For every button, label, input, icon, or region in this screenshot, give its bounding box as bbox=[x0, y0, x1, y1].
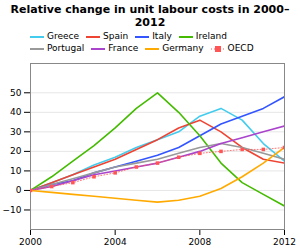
html-text:Greece: Greece bbox=[47, 31, 79, 42]
html-text:Italy: Italy bbox=[152, 31, 172, 42]
html-text:Spain: Spain bbox=[103, 31, 129, 42]
html-text:Relative change in unit labour: Relative change in unit labour costs in … bbox=[10, 3, 290, 30]
html-text:France: France bbox=[108, 43, 139, 54]
svg-text:30: 30 bbox=[10, 126, 22, 136]
svg-text:0: 0 bbox=[16, 185, 22, 195]
html-text:Germany: Germany bbox=[162, 43, 204, 54]
svg-text:50: 50 bbox=[10, 87, 22, 97]
svg-text:2012: 2012 bbox=[273, 237, 296, 247]
svg-text:20: 20 bbox=[10, 146, 22, 156]
svg-text:−10: −10 bbox=[3, 205, 22, 215]
svg-text:2000: 2000 bbox=[19, 237, 42, 247]
svg-text:40: 40 bbox=[10, 107, 22, 117]
svg-text:2008: 2008 bbox=[188, 237, 211, 247]
html-text:Portugal: Portugal bbox=[47, 43, 85, 54]
svg-text:2004: 2004 bbox=[104, 237, 127, 247]
html-text:OECD: OECD bbox=[227, 43, 254, 54]
html-text:Ireland: Ireland bbox=[195, 31, 227, 42]
svg-text:10: 10 bbox=[10, 166, 22, 176]
